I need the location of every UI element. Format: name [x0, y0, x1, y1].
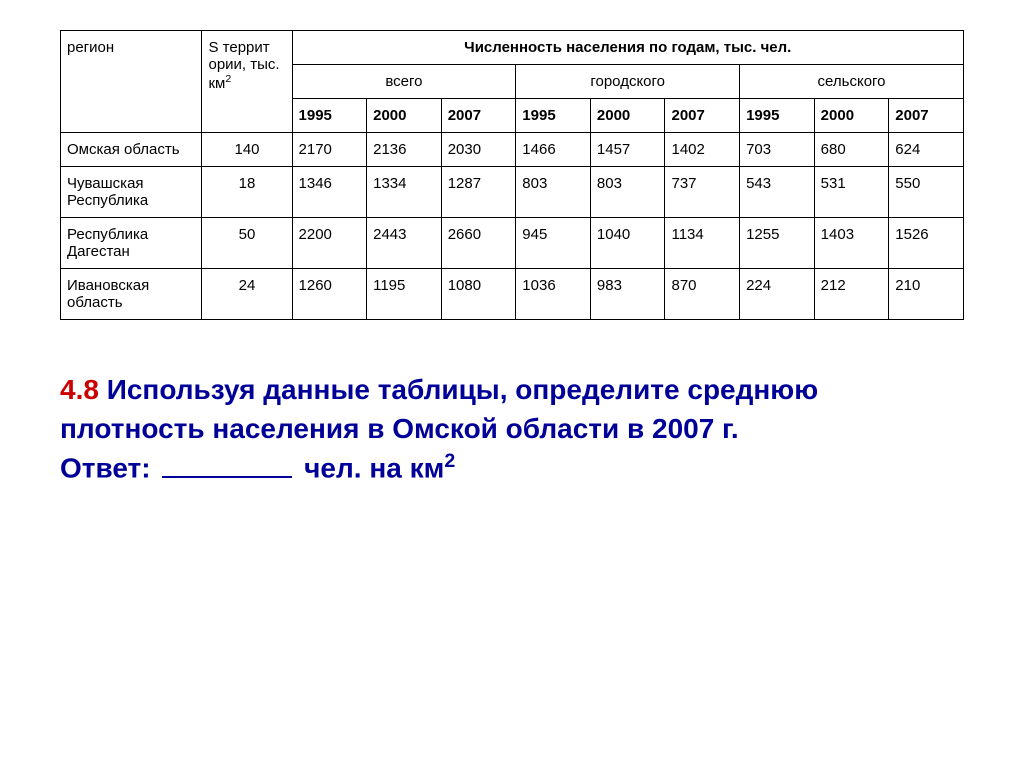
cell-value: 1287: [441, 167, 516, 218]
cell-value: 1466: [516, 133, 591, 167]
header-year: 2007: [889, 99, 964, 133]
cell-value: 2200: [292, 218, 367, 269]
header-area: S террит ории, тыс. км2: [202, 31, 292, 133]
answer-label: Ответ:: [60, 453, 158, 484]
header-year: 1995: [740, 99, 815, 133]
cell-value: 1040: [590, 218, 665, 269]
answer-unit: чел. на км: [296, 453, 444, 484]
table-row: Чувашская Республика 18 1346 1334 1287 8…: [61, 167, 964, 218]
question-text-line1: Используя данные таблицы, определите сре…: [99, 374, 818, 405]
cell-value: 803: [516, 167, 591, 218]
header-group-total: всего: [292, 65, 516, 99]
header-year: 2000: [814, 99, 889, 133]
cell-value: 531: [814, 167, 889, 218]
cell-value: 1195: [367, 269, 442, 320]
cell-value: 737: [665, 167, 740, 218]
cell-value: 550: [889, 167, 964, 218]
cell-value: 1334: [367, 167, 442, 218]
table-header-row-1: регион S террит ории, тыс. км2 Численнос…: [61, 31, 964, 65]
cell-value: 210: [889, 269, 964, 320]
cell-region: Омская область: [61, 133, 202, 167]
header-area-sup: 2: [225, 73, 231, 85]
question-block: 4.8 Используя данные таблицы, определите…: [60, 370, 964, 488]
cell-value: 1402: [665, 133, 740, 167]
cell-value: 624: [889, 133, 964, 167]
header-group-rural: сельского: [740, 65, 964, 99]
cell-area: 140: [202, 133, 292, 167]
cell-value: 1346: [292, 167, 367, 218]
question-number: 4.8: [60, 374, 99, 405]
cell-value: 1255: [740, 218, 815, 269]
cell-value: 543: [740, 167, 815, 218]
header-year: 2007: [665, 99, 740, 133]
population-table: регион S террит ории, тыс. км2 Численнос…: [60, 30, 964, 320]
cell-value: 2660: [441, 218, 516, 269]
cell-value: 1036: [516, 269, 591, 320]
cell-value: 1260: [292, 269, 367, 320]
cell-area: 50: [202, 218, 292, 269]
answer-blank[interactable]: [162, 476, 292, 478]
question-text-line2: плотность населения в Омской области в 2…: [60, 413, 739, 444]
table-row: Республика Дагестан 50 2200 2443 2660 94…: [61, 218, 964, 269]
cell-value: 680: [814, 133, 889, 167]
cell-value: 2170: [292, 133, 367, 167]
cell-value: 1457: [590, 133, 665, 167]
cell-region: Чувашская Республика: [61, 167, 202, 218]
cell-value: 2030: [441, 133, 516, 167]
cell-value: 945: [516, 218, 591, 269]
cell-value: 224: [740, 269, 815, 320]
header-year: 2000: [367, 99, 442, 133]
table-row: Ивановская область 24 1260 1195 1080 103…: [61, 269, 964, 320]
cell-value: 1403: [814, 218, 889, 269]
cell-value: 212: [814, 269, 889, 320]
cell-value: 983: [590, 269, 665, 320]
cell-area: 24: [202, 269, 292, 320]
header-population-title: Численность населения по годам, тыс. чел…: [292, 31, 963, 65]
cell-region: Республика Дагестан: [61, 218, 202, 269]
header-region: регион: [61, 31, 202, 133]
cell-area: 18: [202, 167, 292, 218]
header-year: 2000: [590, 99, 665, 133]
cell-value: 2443: [367, 218, 442, 269]
table-row: Омская область 140 2170 2136 2030 1466 1…: [61, 133, 964, 167]
cell-value: 703: [740, 133, 815, 167]
cell-value: 870: [665, 269, 740, 320]
cell-value: 2136: [367, 133, 442, 167]
cell-value: 1134: [665, 218, 740, 269]
cell-value: 1080: [441, 269, 516, 320]
header-group-urban: городского: [516, 65, 740, 99]
header-year: 1995: [516, 99, 591, 133]
answer-sup: 2: [444, 450, 455, 472]
header-area-text: S террит ории, тыс. км: [208, 39, 279, 92]
cell-value: 803: [590, 167, 665, 218]
cell-region: Ивановская область: [61, 269, 202, 320]
header-year: 2007: [441, 99, 516, 133]
cell-value: 1526: [889, 218, 964, 269]
header-year: 1995: [292, 99, 367, 133]
